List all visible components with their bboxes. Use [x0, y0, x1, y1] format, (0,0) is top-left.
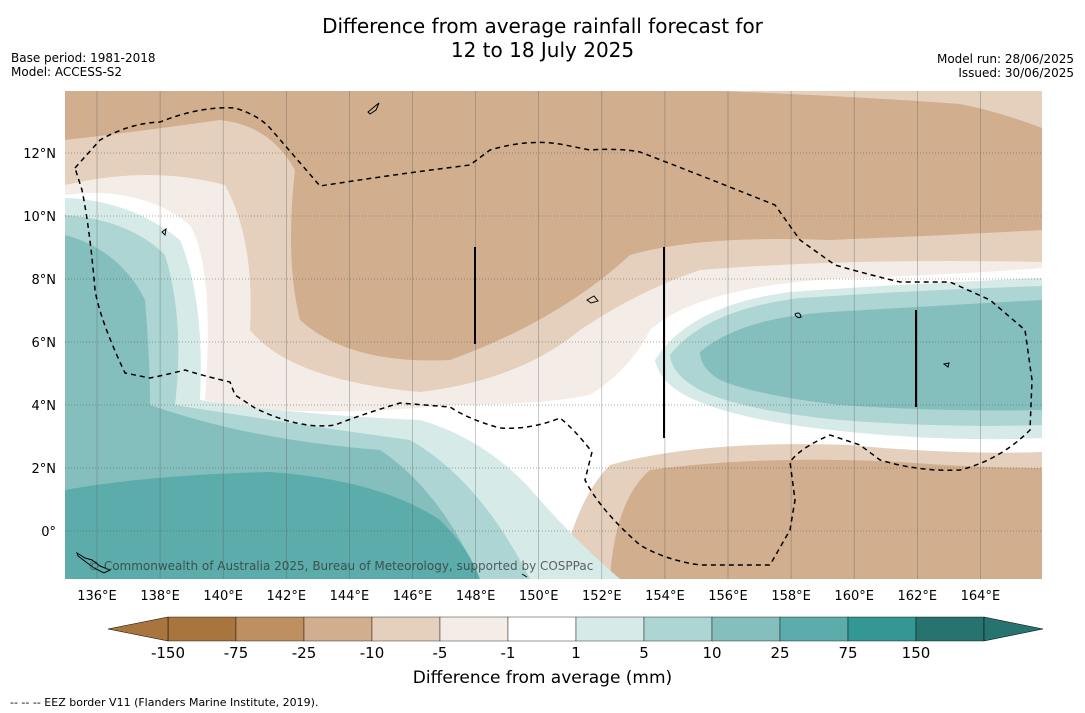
latitude-labels: 12°N 10°N 8°N 6°N 4°N 2°N 0°	[23, 147, 56, 540]
island-chuuk	[161, 227, 167, 237]
colorbar-segment	[779, 616, 849, 642]
island-small-2	[794, 312, 802, 319]
island-se-1	[521, 573, 528, 578]
longitude-labels: 136°E 138°E 140°E 142°E 144°E 146°E 148°E 150°E…	[77, 589, 1000, 604]
model-text: Model: ACCESS-S2	[11, 65, 123, 79]
colorbar-segment	[439, 616, 509, 642]
copyright-text: © Commonwealth of Australia 2025, Bureau…	[88, 559, 593, 573]
latitude-label: 6°N	[32, 336, 57, 351]
eez-border-line	[74, 107, 1033, 566]
longitude-label: 162°E	[898, 589, 938, 604]
colorbar-tick-label: 10	[702, 644, 721, 662]
longitude-label: 138°E	[140, 589, 180, 604]
colorbar-segment	[575, 616, 645, 642]
colorbar-wet-extend-arrow	[983, 616, 1044, 642]
latitude-label: 8°N	[32, 273, 57, 288]
colorbar-tick-label: -150	[151, 644, 185, 662]
band-dry-light-ne	[720, 91, 1042, 128]
colorbar-tick-label: 1	[571, 644, 581, 662]
longitude-label: 146°E	[393, 589, 433, 604]
colorbar-tick-labels: -150 -75 -25 -10 -5 -1 1 5 10 25 75 150	[151, 644, 930, 662]
colorbar-tick-label: 5	[639, 644, 649, 662]
colorbar-segment	[371, 616, 441, 642]
colorbar-tick-label: -5	[433, 644, 448, 662]
colorbar-axis-label: Difference from average (mm)	[412, 668, 673, 688]
meridian-bars	[474, 247, 917, 438]
issued-text: Issued: 30/06/2025	[958, 66, 1074, 80]
colorbar-tick-label: 75	[838, 644, 857, 662]
island-small-1	[586, 295, 599, 304]
latitude-label: 4°N	[32, 399, 57, 414]
longitude-label: 164°E	[961, 589, 1001, 604]
model-run-text: Model run: 28/06/2025	[936, 52, 1074, 66]
island-png	[76, 551, 112, 574]
coastlines	[76, 102, 950, 578]
longitude-label: 140°E	[203, 589, 243, 604]
longitude-label: 154°E	[645, 589, 685, 604]
latitude-label: 0°	[41, 525, 56, 540]
longitude-label: 158°E	[771, 589, 811, 604]
latitude-label: 2°N	[32, 462, 57, 477]
colorbar-dry-extend-arrow	[107, 616, 169, 642]
colorbar-tick-label: -75	[224, 644, 249, 662]
colorbar-tick-label: -10	[360, 644, 385, 662]
band-wet-25-75-south	[65, 472, 480, 579]
band-wet-east-10-25	[700, 300, 1042, 411]
colorbar	[107, 616, 1044, 642]
island-small-3	[942, 362, 950, 368]
colorbar-tick-label: 25	[770, 644, 789, 662]
colorbar-segment	[711, 616, 781, 642]
longitude-label: 150°E	[519, 589, 559, 604]
longitude-label: 160°E	[834, 589, 874, 604]
colorbar-segment	[643, 616, 713, 642]
colorbar-segment	[303, 616, 373, 642]
longitude-label: 142°E	[267, 589, 307, 604]
band-dry-south-east-inner	[610, 459, 1042, 579]
longitude-label: 148°E	[456, 589, 496, 604]
colorbar-tick-label: -1	[501, 644, 516, 662]
longitude-label: 156°E	[708, 589, 748, 604]
latitude-label: 10°N	[23, 210, 56, 225]
title-line-2: 12 to 18 July 2025	[450, 38, 635, 62]
meta-right: Model run: 28/06/2025 Issued: 30/06/2025	[937, 52, 1074, 80]
colorbar-segment	[167, 616, 237, 642]
colorbar-segment	[235, 616, 305, 642]
map-title: Difference from average rainfall forecas…	[0, 14, 1085, 62]
footnote: -- -- -- EEZ border V11 (Flanders Marine…	[10, 696, 319, 709]
base-period-text: Base period: 1981-2018	[11, 51, 156, 65]
title-line-1: Difference from average rainfall forecas…	[322, 14, 763, 38]
island-west-top	[367, 102, 380, 115]
longitude-label: 144°E	[330, 589, 370, 604]
colorbar-segment	[507, 616, 577, 642]
latitude-label: 12°N	[23, 147, 56, 162]
colorbar-segment	[847, 616, 917, 642]
colorbar-tick-label: 150	[902, 644, 931, 662]
meta-left: Base period: 1981-2018 Model: ACCESS-S2	[11, 51, 156, 79]
longitude-label: 152°E	[582, 589, 622, 604]
longitude-label: 136°E	[77, 589, 117, 604]
rainfall-anomaly-field	[65, 91, 1042, 579]
colorbar-segment	[915, 616, 985, 642]
colorbar-tick-label: -25	[292, 644, 317, 662]
